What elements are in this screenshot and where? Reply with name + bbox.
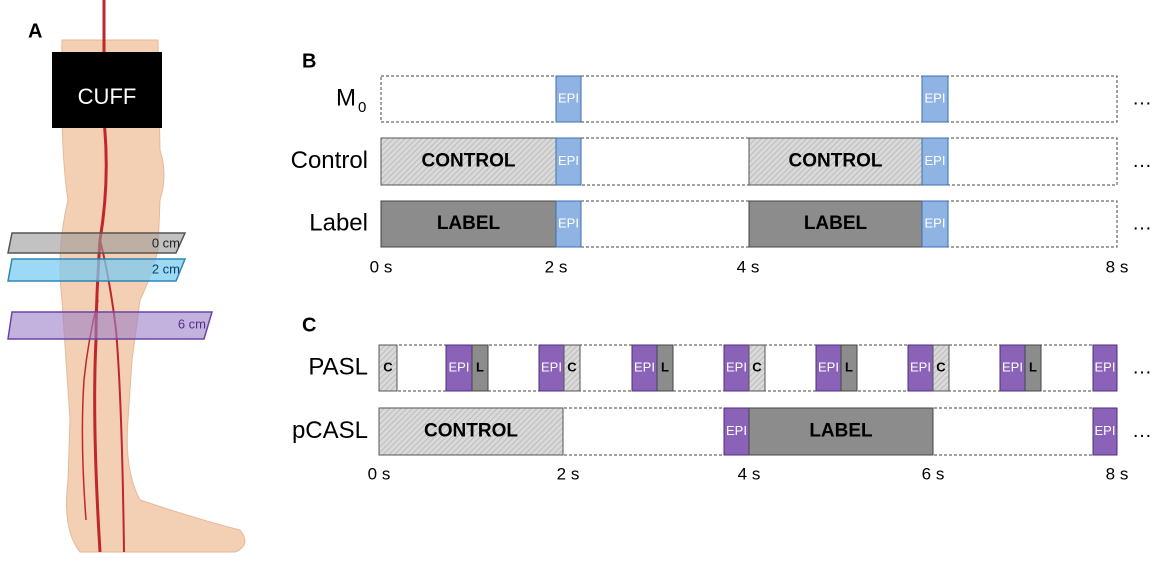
time-tick: 0 s [368, 464, 391, 483]
row-label: pCASL [292, 417, 368, 444]
block-label: EPI [1095, 423, 1116, 438]
block-label: EPI [449, 359, 470, 374]
block-label: EPI [925, 153, 946, 168]
panel-label: B [302, 50, 316, 72]
time-tick: 2 s [557, 464, 580, 483]
row-label: M [336, 84, 356, 111]
block-label: L [1029, 359, 1037, 374]
row-label: PASL [308, 353, 368, 380]
block-label: LABEL [809, 421, 873, 442]
time-tick: 6 s [922, 464, 945, 483]
block-label: EPI [925, 215, 946, 230]
cuff-label: CUFF [78, 84, 137, 109]
block-label: C [752, 359, 762, 374]
slice-label: 2 cm [152, 261, 180, 276]
time-tick: 4 s [738, 464, 761, 483]
block-label: EPI [925, 90, 946, 105]
slice-label: 0 cm [152, 235, 180, 250]
block-label: EPI [558, 153, 579, 168]
slice-label: 6 cm [178, 316, 206, 331]
block-label: EPI [634, 359, 655, 374]
continuation: … [1132, 150, 1152, 172]
time-tick: 8 s [1106, 257, 1129, 276]
continuation: … [1132, 87, 1152, 109]
block-label: EPI [1095, 359, 1116, 374]
block-label: L [661, 359, 669, 374]
leg-illustration [8, 0, 245, 552]
block-label: EPI [1002, 359, 1023, 374]
continuation: … [1132, 420, 1152, 442]
block-label: EPI [726, 359, 747, 374]
timeline-row [381, 76, 1117, 122]
continuation: … [1132, 212, 1152, 234]
continuation: … [1132, 356, 1152, 378]
block-label: EPI [818, 359, 839, 374]
block-label: EPI [558, 215, 579, 230]
block-label: CONTROL [422, 151, 516, 172]
figure: A CUFF 0 cm 2 cm 6 cm B C M0 EPI EPI … Contr… [0, 0, 1161, 566]
panel-label: C [302, 314, 316, 336]
block-label: C [383, 359, 393, 374]
time-tick: 0 s [370, 257, 393, 276]
block-label: EPI [726, 423, 747, 438]
block-label: LABEL [804, 213, 868, 234]
block-label: EPI [541, 359, 562, 374]
panel-label: A [28, 20, 42, 42]
row-label: Label [309, 209, 368, 236]
block-label: EPI [558, 90, 579, 105]
block-label: CONTROL [789, 151, 883, 172]
block-label: L [476, 359, 484, 374]
time-tick: 4 s [737, 257, 760, 276]
time-tick: 2 s [545, 257, 568, 276]
block-label: C [936, 359, 946, 374]
row-label-subscript: 0 [358, 99, 366, 116]
block-label: EPI [910, 359, 931, 374]
block-label: C [567, 359, 577, 374]
time-tick: 8 s [1106, 464, 1129, 483]
row-label: Control [291, 147, 368, 174]
block-label: CONTROL [424, 421, 518, 442]
block-label: L [845, 359, 853, 374]
block-label: LABEL [437, 213, 501, 234]
